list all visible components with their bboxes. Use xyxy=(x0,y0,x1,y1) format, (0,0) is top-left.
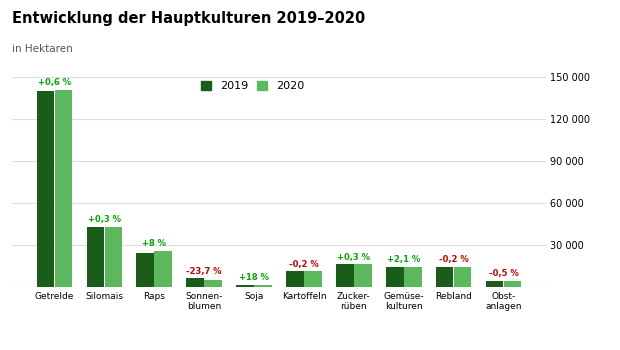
Text: +0,6 %: +0,6 % xyxy=(38,78,71,87)
Bar xyxy=(236,285,254,287)
Text: -23,7 %: -23,7 % xyxy=(187,267,222,276)
Bar xyxy=(154,251,172,287)
Bar xyxy=(254,285,272,287)
Text: +8 %: +8 % xyxy=(142,239,166,248)
Bar xyxy=(486,281,503,287)
Bar xyxy=(87,227,104,287)
Text: +0,3 %: +0,3 % xyxy=(88,215,121,224)
Text: +18 %: +18 % xyxy=(239,273,269,282)
Text: in Hektaren: in Hektaren xyxy=(12,44,73,54)
Bar xyxy=(354,264,371,287)
Bar xyxy=(105,226,122,287)
Bar xyxy=(187,278,204,287)
Bar xyxy=(336,264,353,287)
Bar xyxy=(37,91,54,287)
Bar xyxy=(205,280,222,287)
Text: -0,2 %: -0,2 % xyxy=(289,260,319,269)
Bar xyxy=(304,272,322,287)
Text: +2,1 %: +2,1 % xyxy=(387,256,420,264)
Bar xyxy=(386,267,404,287)
Text: -0,2 %: -0,2 % xyxy=(439,255,469,264)
Bar xyxy=(136,253,154,287)
Bar xyxy=(286,272,304,287)
Bar xyxy=(504,281,521,287)
Bar xyxy=(436,267,453,287)
Bar xyxy=(404,267,422,287)
Legend: 2019, 2020: 2019, 2020 xyxy=(198,78,306,93)
Bar xyxy=(454,267,471,287)
Text: +0,3 %: +0,3 % xyxy=(337,253,370,262)
Bar xyxy=(55,90,72,287)
Text: Entwicklung der Hauptkulturen 2019–2020: Entwicklung der Hauptkulturen 2019–2020 xyxy=(12,10,366,26)
Text: -0,5 %: -0,5 % xyxy=(489,269,518,278)
